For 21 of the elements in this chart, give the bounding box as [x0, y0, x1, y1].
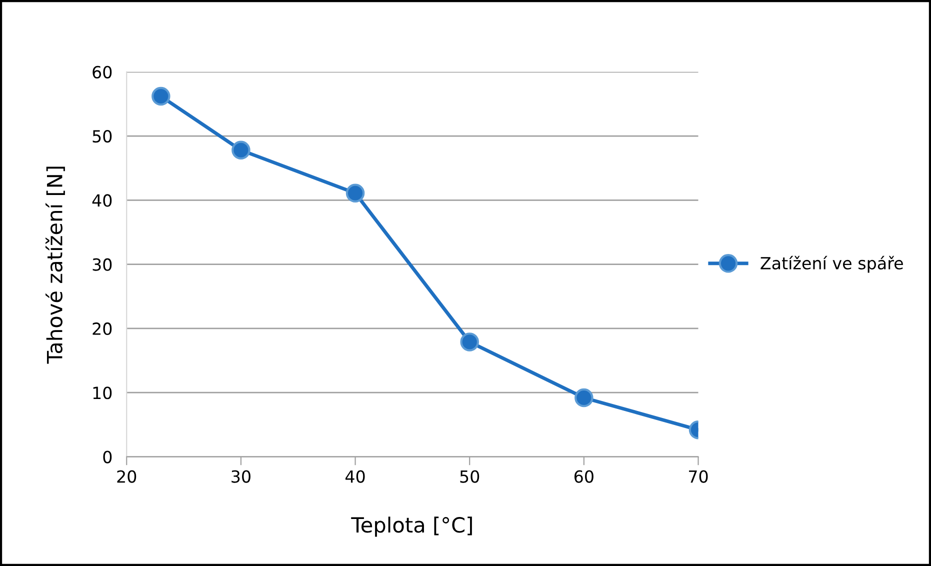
point: [232, 140, 250, 160]
x-tick-label: 20: [117, 470, 136, 483]
y-tick-label: 40: [92, 194, 112, 207]
y-tick-label: 50: [92, 130, 112, 143]
y-tick-label: 60: [92, 66, 112, 78]
y-tick-label: 0: [103, 450, 112, 464]
x-tick-label: 30: [232, 470, 250, 483]
y-tick-label: 20: [92, 322, 112, 336]
y-tick-label: 30: [92, 258, 112, 271]
x-tick-label: 60: [574, 470, 594, 483]
y-axis-title: Tahové zatížení [N]: [46, 166, 65, 364]
x-axis-title: Teplota [°C]: [351, 516, 472, 537]
point: [346, 184, 365, 202]
legend-label: Zatížení ve spáře: [760, 256, 903, 273]
x-tick-label: 40: [345, 470, 365, 483]
x-tick-label: 70: [689, 470, 708, 483]
x-tick-label: 50: [460, 470, 480, 483]
point: [460, 332, 479, 352]
point: [152, 86, 170, 106]
point: [574, 388, 594, 408]
y-tick-label: 10: [93, 386, 112, 400]
